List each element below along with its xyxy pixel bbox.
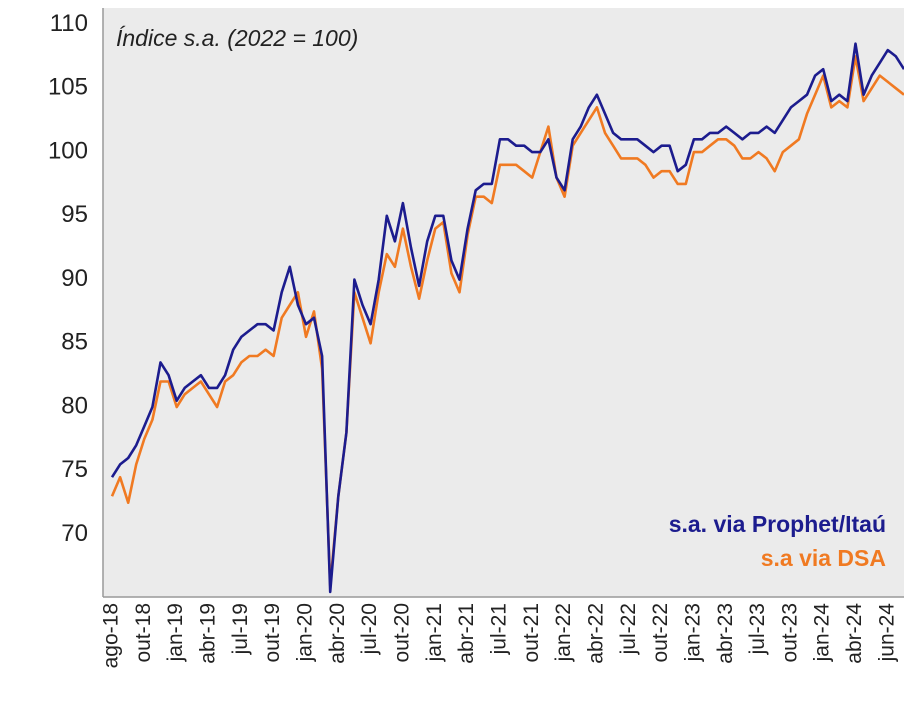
x-tick-label: jul-23	[746, 603, 769, 655]
x-tick-label: ago-18	[100, 603, 123, 668]
x-tick-label: jan-20	[294, 603, 317, 662]
x-tick-label: abr-19	[197, 603, 220, 664]
x-tick-label: out-22	[649, 603, 672, 663]
x-tick-label: abr-20	[326, 603, 349, 664]
x-tick-label: abr-23	[714, 603, 737, 664]
x-tick-label: jul-19	[229, 603, 252, 655]
x-tick-label: jul-20	[358, 603, 381, 655]
line-series	[110, 55, 904, 587]
legend-entry: s.a. via Prophet/Itaú	[669, 511, 886, 537]
y-tick-label: 75	[61, 456, 88, 483]
y-tick-label: 110	[50, 10, 88, 37]
y-tick-label: 95	[61, 201, 88, 228]
x-tick-label: jan-23	[681, 603, 704, 662]
legend-entry: s.a via DSA	[761, 545, 886, 571]
annotation: Índice s.a. (2022 = 100)	[116, 25, 358, 51]
y-tick-label: 70	[61, 520, 88, 547]
x-tick-label: jan-21	[423, 603, 446, 662]
x-tick-label: out-21	[520, 603, 543, 663]
x-tick-label: abr-24	[843, 603, 866, 664]
x-tick-label: out-19	[261, 603, 284, 663]
y-tick-label: 105	[48, 74, 88, 101]
legend: s.a. via Prophet/Itaú s.a via DSA	[669, 511, 886, 571]
x-tick-label: abr-22	[584, 603, 607, 664]
plot-area	[103, 8, 904, 597]
x-tick-label: jan-19	[164, 603, 187, 662]
x-tick-label: out-20	[390, 603, 413, 663]
x-tick-label: abr-21	[455, 603, 478, 664]
x-tick-label: jan-24	[811, 603, 834, 663]
x-tick-label: out-18	[132, 603, 155, 663]
x-tick-label: out-23	[778, 603, 801, 663]
y-tick-label: 80	[61, 392, 88, 419]
y-tick-label: 85	[61, 329, 88, 356]
line-series	[110, 42, 904, 594]
x-tick-label: jul-22	[617, 603, 640, 655]
x-tick-label: jul-21	[487, 603, 510, 655]
x-tick-label: jun-24	[875, 603, 898, 663]
y-tick-label: 100	[48, 137, 88, 164]
y-tick-label: 90	[61, 265, 88, 292]
x-tick-label: jan-22	[552, 603, 575, 662]
